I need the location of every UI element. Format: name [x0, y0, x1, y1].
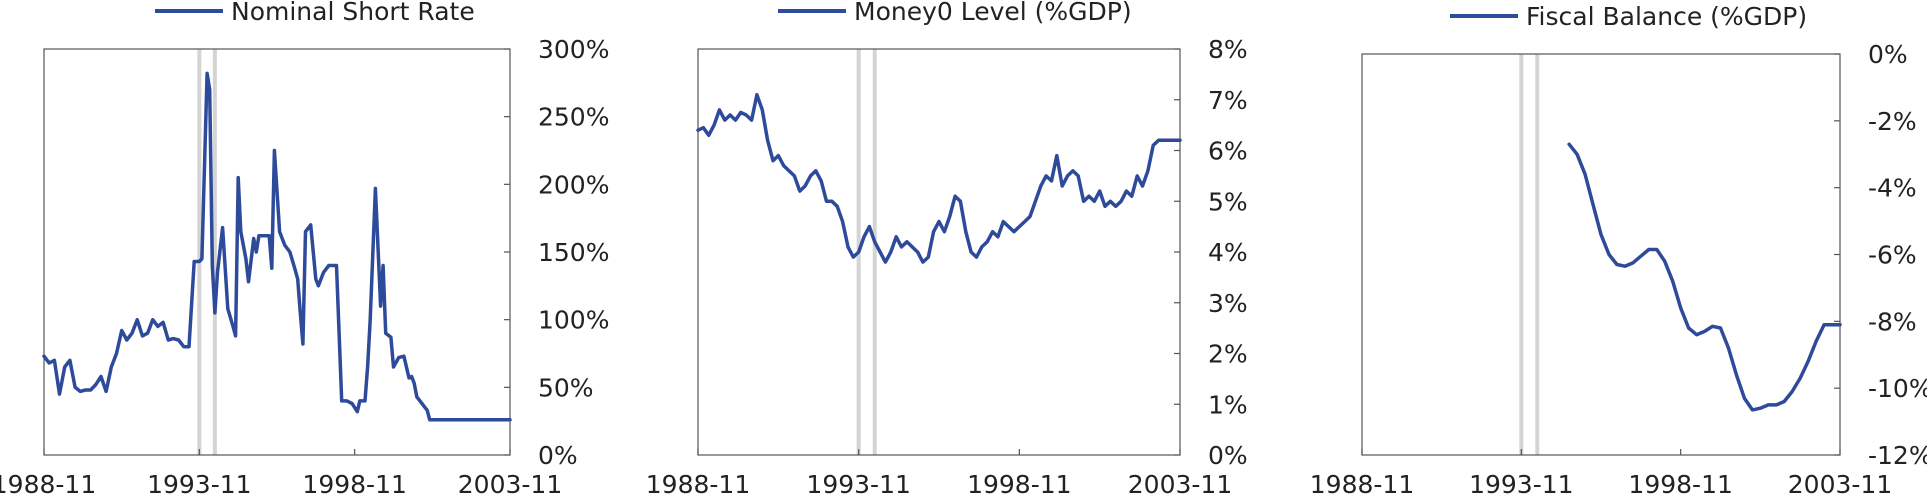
- y-tick-label: -10%: [1868, 374, 1927, 403]
- legend-label: Nominal Short Rate: [231, 0, 475, 26]
- y-tick-label: 6%: [1208, 137, 1248, 166]
- y-tick-label: 5%: [1208, 187, 1248, 216]
- panel-money0-level: 0% 1% 2% 3% 4% 5% 6% 7% 8% 1988-11 1993-11 1998-11 2…: [646, 0, 1248, 499]
- x-tick-label: 2003-11: [1128, 470, 1232, 499]
- y-tick-label: -8%: [1868, 307, 1917, 336]
- y-tick-label: 0%: [1868, 40, 1908, 69]
- legend-label: Fiscal Balance (%GDP): [1526, 2, 1807, 31]
- x-tick-label: 1988-11: [1310, 470, 1414, 499]
- y-tick-label: -4%: [1868, 174, 1917, 203]
- x-tick-label: 1993-11: [1469, 470, 1573, 499]
- y-tick-label: 200%: [538, 170, 609, 199]
- x-tick-label: 2003-11: [458, 470, 562, 499]
- series-line-1: [42, 71, 512, 422]
- y-tick-label: 150%: [538, 238, 609, 267]
- legend-label: Money0 Level (%GDP): [854, 0, 1132, 26]
- y-tick-label: 0%: [1208, 441, 1248, 470]
- x-tick-label: 1998-11: [302, 470, 406, 499]
- plot-frame: [43, 48, 511, 456]
- plot-frame: [1361, 53, 1841, 456]
- x-tick-label: 1988-11: [646, 470, 750, 499]
- x-tick-label: 1993-11: [806, 470, 910, 499]
- panel-fiscal-balance: -12% -10% -8% -6% -4% -2% 0% 1988-11 1993-11 1998…: [1310, 2, 1927, 499]
- y-tick-label: 1%: [1208, 390, 1248, 419]
- x-tick-label: 1998-11: [1628, 470, 1732, 499]
- panel-nominal-short-rate: 0% 50% 100% 150% 200% 250% 300% 1988-11 1993-11 1…: [0, 0, 609, 499]
- x-tick-label: 2003-11: [1788, 470, 1892, 499]
- series-line-1: [696, 92, 1182, 264]
- y-tick-label: 2%: [1208, 340, 1248, 369]
- y-tick-label: -2%: [1868, 107, 1917, 136]
- y-tick-label: 4%: [1208, 238, 1248, 267]
- y-tick-label: 8%: [1208, 35, 1248, 64]
- y-tick-label: 50%: [538, 373, 594, 402]
- x-tick-label: 1988-11: [0, 470, 96, 499]
- y-tick-label: -6%: [1868, 241, 1917, 270]
- series-line-1: [1567, 142, 1842, 412]
- x-tick-label: 1993-11: [147, 470, 251, 499]
- x-tick-label: 1998-11: [967, 470, 1071, 499]
- y-tick-label: 7%: [1208, 86, 1248, 115]
- y-tick-label: 3%: [1208, 289, 1248, 318]
- y-tick-label: 100%: [538, 306, 609, 335]
- plot-frame: [697, 48, 1181, 456]
- y-tick-label: 0%: [538, 441, 578, 470]
- y-tick-label: -12%: [1868, 441, 1927, 470]
- y-tick-label: 250%: [538, 103, 609, 132]
- y-tick-label: 300%: [538, 35, 609, 64]
